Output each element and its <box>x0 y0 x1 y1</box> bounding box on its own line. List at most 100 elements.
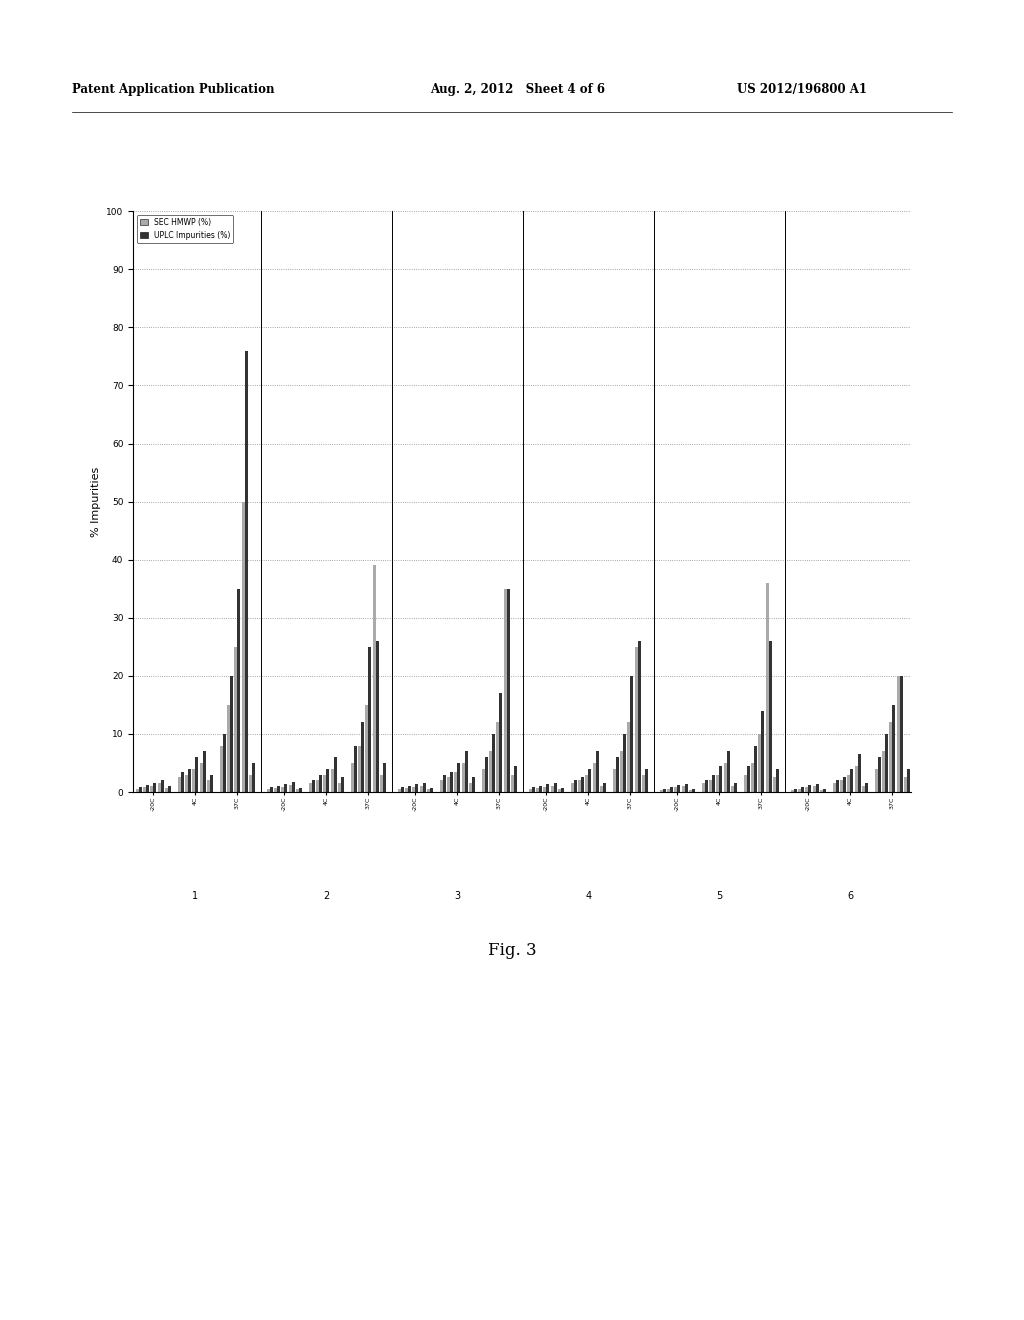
Bar <box>865 783 868 792</box>
Bar <box>623 734 626 792</box>
Text: 5: 5 <box>716 891 723 900</box>
Bar <box>161 780 164 792</box>
Bar <box>836 780 839 792</box>
Bar <box>136 789 138 792</box>
Bar <box>319 775 323 792</box>
Bar <box>734 783 737 792</box>
Bar <box>692 788 695 792</box>
Bar <box>373 565 376 792</box>
Bar <box>635 647 638 792</box>
Bar <box>892 705 895 792</box>
Bar <box>537 788 539 792</box>
Bar <box>366 705 369 792</box>
Bar <box>904 777 907 792</box>
Text: 6: 6 <box>847 891 853 900</box>
Bar <box>462 763 465 792</box>
Text: Patent Application Publication: Patent Application Publication <box>72 83 274 96</box>
Bar <box>507 589 510 792</box>
Bar <box>234 647 238 792</box>
Bar <box>193 768 196 792</box>
Bar <box>615 758 618 792</box>
Bar <box>274 788 278 792</box>
Bar <box>843 777 846 792</box>
Bar <box>791 789 794 792</box>
Bar <box>400 787 403 792</box>
Bar <box>376 642 379 792</box>
Y-axis label: % Impurities: % Impurities <box>90 466 100 537</box>
Bar <box>689 789 692 792</box>
Bar <box>230 676 233 792</box>
Bar <box>266 789 269 792</box>
Bar <box>369 647 372 792</box>
Bar <box>488 751 492 792</box>
Bar <box>469 783 472 792</box>
Bar <box>316 780 319 792</box>
Bar <box>397 789 400 792</box>
Bar <box>743 775 746 792</box>
Bar <box>380 775 383 792</box>
Bar <box>798 788 801 792</box>
Bar <box>586 775 589 792</box>
Bar <box>185 775 188 792</box>
Bar <box>361 722 364 792</box>
Bar <box>554 783 557 792</box>
Bar <box>801 787 804 792</box>
Bar <box>504 589 507 792</box>
Bar <box>299 788 302 792</box>
Bar <box>544 787 547 792</box>
Text: 2: 2 <box>324 891 330 900</box>
Bar <box>353 746 356 792</box>
Text: US 2012/196800 A1: US 2012/196800 A1 <box>737 83 867 96</box>
Bar <box>500 693 503 792</box>
Bar <box>874 768 878 792</box>
Bar <box>593 763 596 792</box>
Bar <box>705 780 708 792</box>
Bar <box>685 784 688 792</box>
Bar <box>238 589 241 792</box>
Bar <box>751 763 754 792</box>
Bar <box>331 768 334 792</box>
Bar <box>227 705 230 792</box>
Bar <box>269 787 272 792</box>
Bar <box>242 502 245 792</box>
Bar <box>146 785 150 792</box>
Bar <box>442 775 445 792</box>
Bar <box>720 766 722 792</box>
Bar <box>850 768 853 792</box>
Bar <box>358 746 361 792</box>
Bar <box>816 784 819 792</box>
Bar <box>717 775 720 792</box>
Bar <box>450 772 453 792</box>
Bar <box>458 763 461 792</box>
Bar <box>481 768 484 792</box>
Bar <box>840 780 843 792</box>
Bar <box>596 751 599 792</box>
Bar <box>897 676 900 792</box>
Bar <box>165 788 168 792</box>
Bar <box>645 768 648 792</box>
Bar <box>670 787 673 792</box>
Bar <box>158 783 161 792</box>
Bar <box>712 775 715 792</box>
Bar <box>203 751 206 792</box>
Text: 3: 3 <box>455 891 461 900</box>
Bar <box>282 787 285 792</box>
Legend: SEC HMWP (%), UPLC Impurities (%): SEC HMWP (%), UPLC Impurities (%) <box>137 215 233 243</box>
Text: 4: 4 <box>586 891 592 900</box>
Bar <box>581 777 584 792</box>
Bar <box>551 787 554 792</box>
Bar <box>848 775 850 792</box>
Bar <box>341 777 344 792</box>
Bar <box>196 758 199 792</box>
Bar <box>154 783 157 792</box>
Bar <box>511 775 514 792</box>
Bar <box>809 785 811 792</box>
Bar <box>663 788 666 792</box>
Bar <box>603 783 606 792</box>
Bar <box>862 787 865 792</box>
Bar <box>709 780 712 792</box>
Bar <box>573 780 577 792</box>
Bar <box>858 754 861 792</box>
Bar <box>531 787 535 792</box>
Bar <box>731 787 734 792</box>
